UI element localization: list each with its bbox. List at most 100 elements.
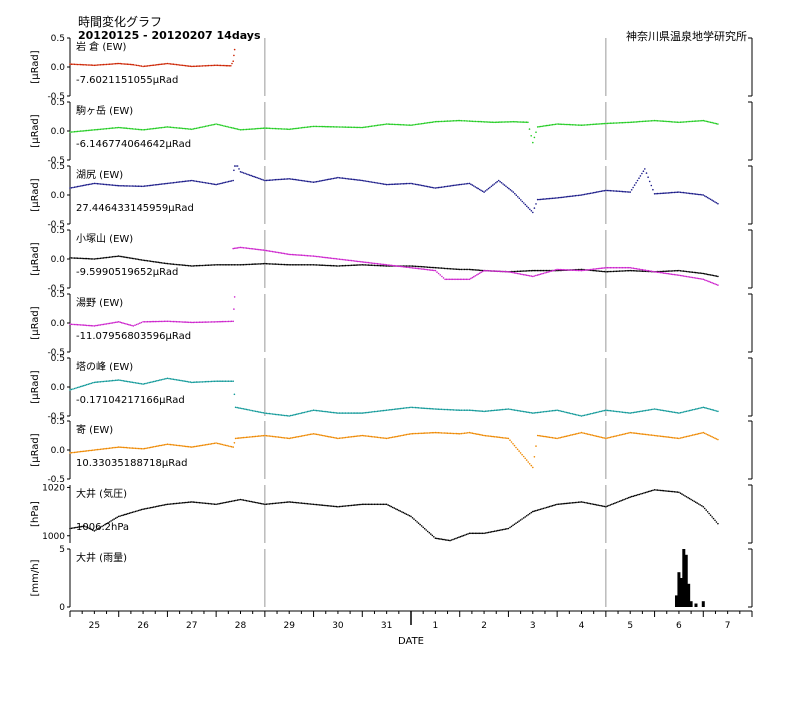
series-point [440, 120, 443, 123]
series-point [119, 126, 121, 129]
series-point [113, 184, 115, 187]
series-point [711, 121, 713, 124]
series-point [420, 122, 423, 125]
series-point [273, 179, 275, 181]
series-point [702, 506, 705, 508]
series-point [271, 413, 274, 415]
series-point [467, 182, 469, 185]
series-point [652, 119, 654, 122]
series-point [273, 502, 275, 505]
series-point [328, 411, 330, 413]
series-point [308, 433, 310, 436]
series-point [309, 125, 312, 128]
series-point [323, 256, 326, 259]
series-point [416, 432, 418, 435]
series-point [426, 268, 429, 271]
series-point [245, 263, 248, 266]
series-point [305, 411, 307, 413]
series-point [105, 522, 108, 525]
series-point [445, 267, 447, 270]
series-point [567, 435, 569, 437]
series-point [532, 466, 534, 469]
series-point [571, 502, 574, 504]
series-point [536, 411, 539, 414]
series-point [367, 261, 370, 264]
series-point [174, 263, 176, 266]
series-point [192, 265, 195, 267]
series-point [547, 436, 549, 438]
series-point [209, 380, 211, 383]
series-point [481, 532, 484, 535]
series-point [632, 121, 635, 123]
series-point [506, 186, 509, 189]
series-point [502, 121, 504, 123]
series-point [489, 435, 492, 438]
series-point [163, 378, 166, 380]
series-point [156, 64, 158, 66]
series-point [715, 283, 718, 286]
series-point [270, 502, 272, 505]
series-point [172, 378, 175, 381]
series-point [343, 177, 345, 180]
series-point [206, 321, 208, 323]
series-point [146, 65, 149, 67]
series-point [493, 121, 495, 124]
series-point [608, 436, 610, 439]
series-point [495, 436, 498, 438]
series-point [360, 264, 362, 266]
series-point [198, 445, 201, 447]
series-point [419, 432, 421, 435]
series-point [414, 432, 417, 435]
series-point [454, 184, 456, 186]
series-point [500, 121, 503, 123]
series-point [512, 443, 514, 445]
series-point [612, 122, 615, 124]
series-point [203, 181, 205, 184]
series-point [643, 410, 645, 412]
series-point [602, 410, 604, 412]
series-point [577, 414, 580, 417]
series-point [681, 493, 683, 495]
series-point [76, 451, 79, 453]
series-point [478, 269, 481, 272]
series-point [262, 262, 265, 265]
series-point [431, 121, 434, 123]
series-point [501, 408, 504, 411]
series-point [238, 128, 240, 131]
series-point [224, 444, 227, 447]
series-point [468, 532, 471, 535]
series-point [270, 179, 272, 181]
series-point [606, 266, 609, 269]
series-point [691, 120, 694, 123]
series-point [221, 124, 224, 127]
series-point [340, 258, 342, 261]
series-point [172, 320, 175, 323]
series-point [248, 247, 251, 250]
series-point [78, 257, 80, 260]
series-point [114, 127, 117, 129]
series-point [554, 409, 557, 412]
series-point [664, 410, 666, 412]
series-point [456, 278, 459, 281]
series-point [326, 125, 329, 128]
series-point [236, 406, 238, 409]
series-point [335, 437, 338, 439]
series-point [127, 256, 129, 259]
series-point [244, 263, 246, 266]
series-point [541, 198, 543, 200]
series-point [165, 503, 167, 506]
series-point [154, 380, 157, 383]
series-point [352, 260, 355, 262]
series-point [544, 125, 546, 127]
series-point [621, 270, 624, 272]
series-point [574, 269, 577, 272]
series-point [484, 190, 487, 192]
series-point [315, 180, 318, 183]
series-point [323, 179, 326, 181]
series-point [395, 435, 397, 438]
series-point [315, 125, 318, 128]
series-point [299, 502, 301, 504]
series-point [410, 124, 412, 126]
series-point [75, 323, 77, 326]
series-point [69, 187, 71, 189]
